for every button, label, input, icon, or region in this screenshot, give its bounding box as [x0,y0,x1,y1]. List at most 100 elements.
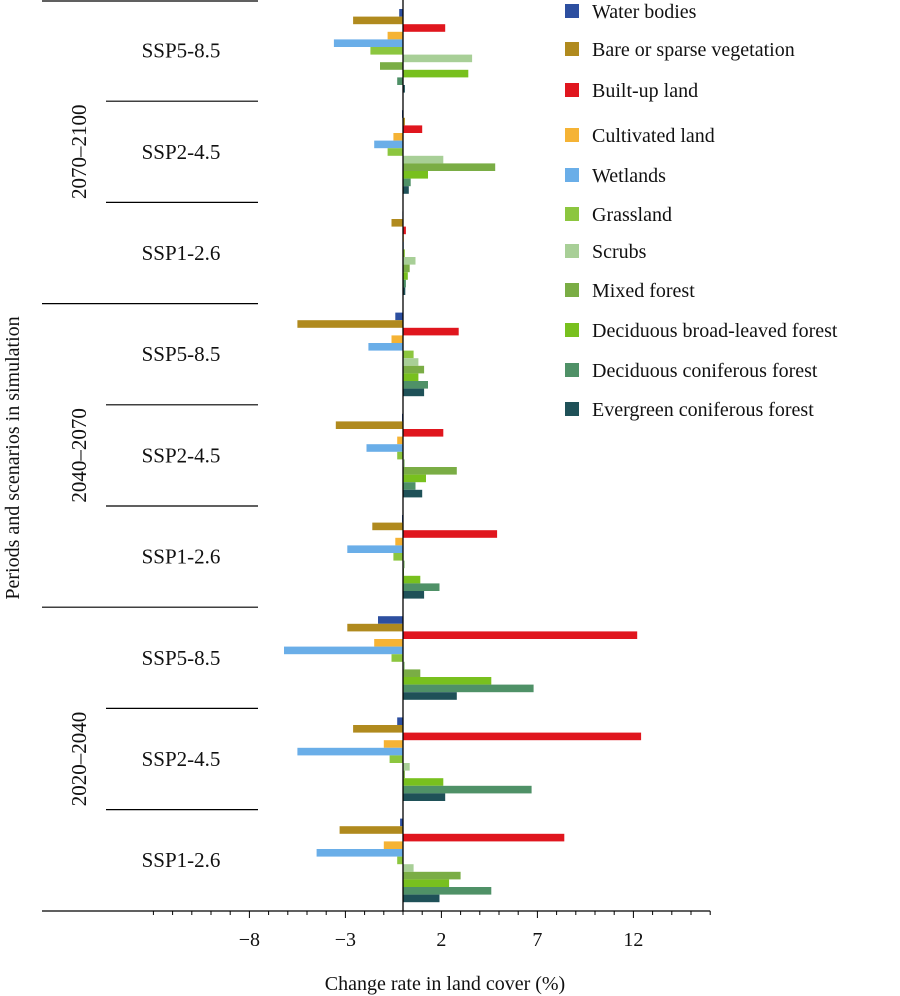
x-tick-label: −3 [335,929,356,951]
scenario-label: SSP2-4.5 [142,140,221,164]
bar [284,646,403,655]
bar [335,421,403,429]
bar [403,887,492,895]
bar [403,482,416,490]
scenario-label: SSP5-8.5 [142,646,221,670]
bar [397,856,403,865]
bar [347,623,403,632]
legend-swatch [565,323,579,337]
bar [353,16,403,25]
bar [387,148,403,156]
legend-swatch [565,283,579,297]
bar [389,755,403,763]
legend-swatch [565,128,579,142]
bar [400,818,403,827]
bar [403,631,638,639]
legend-swatch [565,4,579,18]
bar [403,864,414,872]
bar [366,444,403,452]
bar [403,591,425,599]
scenario-label: SSP2-4.5 [142,747,221,771]
bar [403,677,492,685]
period-label: 2070–2100 [67,105,91,200]
bar [403,833,565,842]
scenario-label: SSP5-8.5 [142,342,221,366]
bar [403,155,444,164]
bar [333,39,403,47]
bar [403,770,405,779]
bar [403,24,446,32]
bar [403,732,642,741]
bar [403,459,405,467]
bar [397,436,403,445]
period-label: 2020–2040 [67,712,91,807]
bar [403,186,409,194]
bar [403,467,457,475]
legend-label: Cultivated land [592,125,715,147]
x-tick-label: 2 [436,929,446,951]
legend-label: Wetlands [592,165,666,187]
period-label: 2040–2070 [67,408,91,503]
legend-label: Built-up land [592,80,698,102]
bar [403,54,473,63]
bar [403,489,423,498]
bar [380,62,403,70]
legend-label: Scrubs [592,241,647,263]
bar [347,545,403,553]
bar-group [284,9,642,903]
legend: Water bodies Bare or sparse vegetation Bui… [565,1,838,421]
bar [397,77,403,85]
legend-label: Water bodies [592,1,697,23]
legend-swatch [565,83,579,97]
bar [297,747,403,756]
bar [403,778,444,786]
legend-swatch [565,207,579,221]
bar [403,117,405,126]
bar [393,553,403,561]
bar [395,312,403,321]
bar [372,522,403,531]
bar [403,373,419,381]
bar [391,219,403,227]
bar [383,841,403,849]
scenario-label: SSP1-2.6 [142,241,221,265]
bar [403,763,410,771]
bar [339,826,403,834]
bar [403,894,440,903]
y-axis-title: Periods and scenarios in simulation [2,316,24,599]
bar [403,279,406,288]
bar [403,381,428,389]
bar [403,327,459,336]
bar [383,740,403,748]
x-axis: −8 −3 2 7 12 [42,910,711,951]
bar [399,9,403,17]
scenario-label: SSP2-4.5 [142,443,221,467]
bar [403,669,421,677]
bar [397,717,403,725]
bar [403,171,428,179]
bar [403,583,440,591]
legend-swatch [565,402,579,416]
legend-swatch [565,363,579,377]
bar [403,69,469,78]
bar [403,257,416,265]
bar [403,684,534,693]
scenario-label: SSP1-2.6 [142,848,221,872]
bar [374,639,403,647]
y-axis-labels: SSP5-8.5 SSP2-4.5 SSP1-2.6 2070–2100 SSP5-8.… [67,39,220,873]
bar [397,451,403,460]
bar [403,358,419,366]
legend-label: Mixed forest [592,280,695,302]
bar [368,343,403,351]
bar [403,249,405,257]
bar [374,140,403,149]
scenario-label: SSP5-8.5 [142,39,221,63]
bar [387,31,403,40]
x-axis-title: Change rate in land cover (%) [325,973,565,995]
bar [378,616,403,624]
bar [316,849,403,857]
bar [403,85,405,93]
bar [403,226,406,235]
bar [403,429,444,437]
bar [353,725,403,733]
